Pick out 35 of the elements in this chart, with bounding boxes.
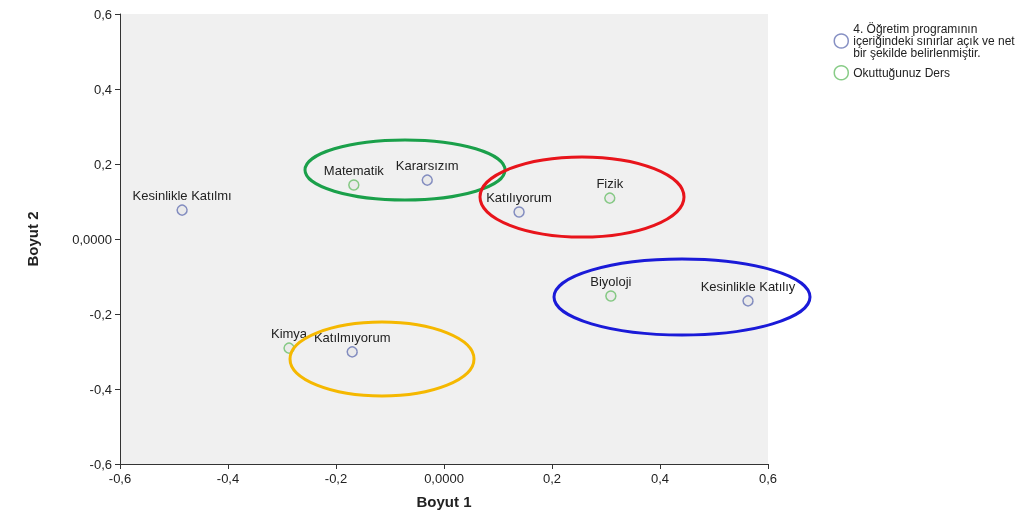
annotation: Kimya — [270, 326, 308, 342]
point — [742, 295, 754, 307]
annotation: Katılıyorum — [486, 190, 552, 205]
annotation: Kararsızım — [395, 158, 459, 174]
y-axis-title: Boyut 2 — [24, 211, 41, 267]
annotation: Biyoloji — [590, 274, 632, 289]
y-tick-label: 0,0000 — [72, 231, 112, 247]
x-tick-label: 0,6 — [758, 471, 778, 486]
annotation: Fizik — [596, 176, 624, 192]
y-tick-label: 0,4 — [93, 81, 112, 97]
annotation: Kesinlikle Katılmı — [132, 188, 232, 204]
y-tick-label: -0,2 — [89, 306, 112, 322]
point — [346, 346, 358, 358]
x-tick-label: 0,0000 — [424, 471, 464, 486]
annotation: Matematik — [323, 163, 385, 178]
annotation: Kesinlikle Katılıy — [700, 278, 796, 294]
x-tick-label: -0,4 — [216, 471, 240, 486]
point — [604, 192, 616, 204]
annotation: Katılmıyorum — [313, 329, 391, 345]
point — [421, 174, 434, 186]
x-tick-label: 0,2 — [542, 471, 562, 486]
y-tick-label: 0,6 — [93, 6, 112, 22]
y-tick-label: 0,2 — [93, 156, 112, 172]
point — [605, 290, 617, 302]
point — [513, 206, 525, 218]
x-tick-label: 0,4 — [650, 471, 670, 486]
x-tick-label: -0,6 — [108, 471, 132, 486]
x-axis-title: Boyut 1 — [416, 493, 472, 510]
point — [348, 179, 360, 191]
legend-label: 4. Öğretim programının içeriğindeki sınırlar açık ve net bir şekilde belirlenmiştir. — [853, 22, 1019, 60]
y-tick-label: -0,4 — [89, 381, 112, 397]
y-tick-label: -0,6 — [89, 456, 112, 472]
point — [176, 204, 188, 216]
legend-label: Okuttuğunuz Ders — [853, 65, 950, 80]
x-tick-label: -0,2 — [324, 471, 348, 486]
